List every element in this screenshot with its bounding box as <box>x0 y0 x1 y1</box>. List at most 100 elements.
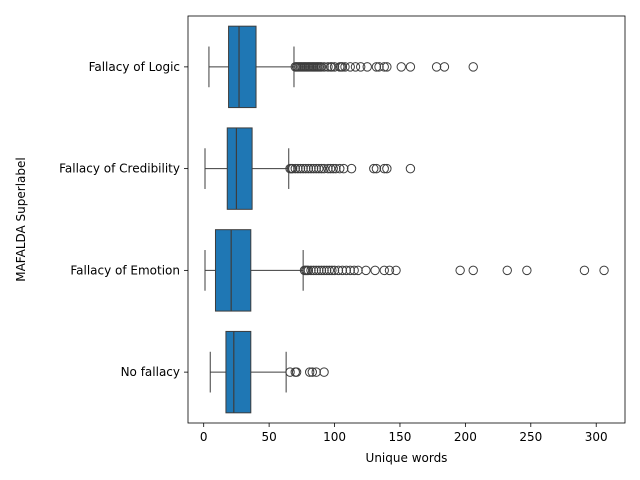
outlier-point <box>369 163 379 174</box>
outlier-point <box>370 265 380 276</box>
outlier-point <box>331 163 341 174</box>
outlier-point <box>338 163 349 174</box>
outlier-point <box>298 163 308 174</box>
outlier-point <box>599 265 609 276</box>
outlier-point <box>308 163 319 174</box>
outlier-point <box>307 367 317 377</box>
box-group <box>209 330 329 414</box>
outlier-point <box>306 163 316 174</box>
outlier-point <box>353 265 363 276</box>
outlier-point <box>345 265 355 276</box>
outlier-point <box>337 62 348 72</box>
outlier-point <box>345 62 355 72</box>
outlier-point <box>319 265 329 276</box>
outlier-point <box>323 163 333 174</box>
outlier-point <box>374 62 384 72</box>
outlier-point <box>361 265 371 276</box>
outlier-point <box>341 265 352 276</box>
x-axis-label: Unique words <box>366 451 448 465</box>
outlier-point <box>301 163 311 174</box>
outlier-point <box>291 367 302 377</box>
outlier-point <box>335 163 345 174</box>
box-group <box>204 127 416 210</box>
box-iqr <box>226 127 253 210</box>
x-tick-label: 0 <box>200 430 208 444</box>
boxes-group <box>204 25 609 414</box>
x-tick-label: 200 <box>454 430 477 444</box>
box-iqr <box>214 229 252 312</box>
y-tick-label: Fallacy of Emotion <box>70 263 180 277</box>
outlier-point <box>314 163 324 174</box>
box-iqr <box>225 330 252 414</box>
outlier-point <box>382 62 392 72</box>
outlier-point <box>405 163 416 174</box>
outlier-point <box>323 62 333 72</box>
outlier-point <box>304 367 315 377</box>
outlier-point <box>349 265 359 276</box>
x-axis: 0 50 100 150 200 250 300 <box>200 423 608 444</box>
outlier-point <box>455 265 465 276</box>
outlier-point <box>311 367 321 377</box>
outlier-point <box>319 62 329 72</box>
outlier-point <box>290 163 300 174</box>
outlier-point <box>316 62 327 72</box>
x-tick-label: 150 <box>389 430 412 444</box>
outlier-point <box>327 62 337 72</box>
outlier-point <box>328 163 338 174</box>
outlier-point <box>303 163 314 174</box>
outlier-point <box>329 62 340 72</box>
outlier-point <box>502 265 512 276</box>
outlier-point <box>293 163 303 174</box>
y-tick-label: Fallacy of Credibility <box>59 162 180 176</box>
outlier-point <box>579 265 590 276</box>
x-tick-label: 250 <box>519 430 542 444</box>
y-axis-label: MAFALDA Superlabel <box>14 157 28 282</box>
outlier-point <box>319 367 329 377</box>
y-tick-label: No fallacy <box>121 365 180 379</box>
outlier-point <box>396 62 406 72</box>
plot-area-frame <box>187 15 626 424</box>
outlier-point <box>439 62 450 72</box>
outlier-point <box>316 265 327 276</box>
x-tick-label: 300 <box>585 430 608 444</box>
outlier-point <box>327 265 337 276</box>
outlier-point <box>325 163 336 174</box>
outlier-point <box>379 265 389 276</box>
outlier-point <box>316 163 327 174</box>
outlier-point <box>405 62 416 72</box>
outlier-point <box>329 265 340 276</box>
outlier-point <box>350 62 361 72</box>
outlier-point <box>287 163 298 174</box>
y-tick-label: Fallacy of Logic <box>89 60 180 74</box>
outlier-point <box>314 265 324 276</box>
outlier-point <box>468 265 478 276</box>
outlier-point <box>308 265 319 276</box>
outlier-point <box>319 163 329 174</box>
outlier-point <box>340 62 350 72</box>
box-group <box>204 229 609 312</box>
outlier-point <box>468 62 478 72</box>
outlier-point <box>379 62 389 72</box>
outlier-point <box>311 265 321 276</box>
outlier-point <box>382 163 392 174</box>
outlier-point <box>311 163 321 174</box>
outlier-point <box>356 62 366 72</box>
outlier-point <box>337 265 348 276</box>
outlier-point <box>379 163 389 174</box>
outlier-point <box>303 265 314 276</box>
outlier-point <box>324 265 335 276</box>
y-axis: Fallacy of Logic Fallacy of Credibility Fa… <box>59 60 188 379</box>
outlier-point <box>431 62 442 72</box>
x-tick-label: 50 <box>261 430 276 444</box>
outlier-point <box>371 163 382 174</box>
outlier-point <box>362 62 372 72</box>
outlier-point <box>384 265 395 276</box>
box-iqr <box>228 25 257 109</box>
outlier-point <box>346 163 357 174</box>
outlier-point <box>333 265 344 276</box>
outlier-point <box>285 367 295 377</box>
box-group <box>208 25 478 109</box>
outlier-point <box>391 265 401 276</box>
outlier-point <box>306 265 316 276</box>
